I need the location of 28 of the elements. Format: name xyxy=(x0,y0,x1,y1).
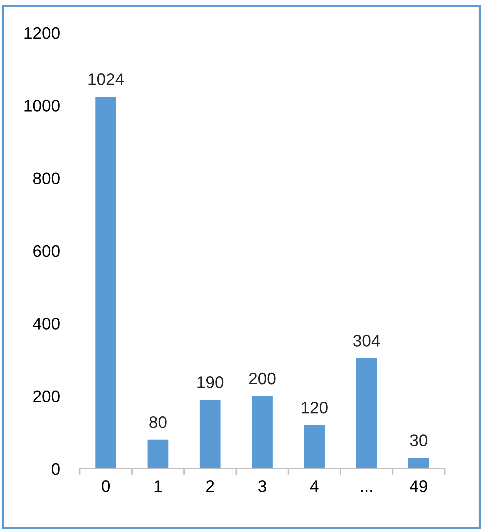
data-label: 30 xyxy=(410,434,428,446)
x-tick-label: 3 xyxy=(258,480,266,492)
x-tick-label: 0 xyxy=(102,480,110,492)
data-label: 120 xyxy=(302,402,328,414)
data-label: 190 xyxy=(198,376,224,388)
y-tick-label: 800 xyxy=(33,172,60,185)
x-tick-label: 2 xyxy=(206,480,214,492)
y-tick-label: 0 xyxy=(52,463,60,476)
bar xyxy=(356,358,378,469)
y-tick-label: 400 xyxy=(33,318,60,330)
bar xyxy=(148,440,169,469)
y-tick-label: 1000 xyxy=(24,100,60,112)
y-tick-label: 200 xyxy=(34,390,60,403)
y-tick-label: 1200 xyxy=(24,27,60,40)
data-label: 304 xyxy=(354,335,380,347)
bar xyxy=(200,400,221,469)
bar xyxy=(408,458,430,469)
x-tick-label: 4 xyxy=(310,480,319,492)
bar xyxy=(304,425,326,469)
data-label: 1024 xyxy=(88,74,124,86)
x-tick-label: 49 xyxy=(410,480,428,492)
data-label: 200 xyxy=(249,372,276,385)
bar xyxy=(96,96,116,469)
x-tick-label: ... xyxy=(361,490,372,492)
x-tick-label: 1 xyxy=(154,480,162,492)
data-label: 80 xyxy=(150,416,167,428)
y-tick-label: 600 xyxy=(34,245,60,258)
bar xyxy=(252,396,273,469)
